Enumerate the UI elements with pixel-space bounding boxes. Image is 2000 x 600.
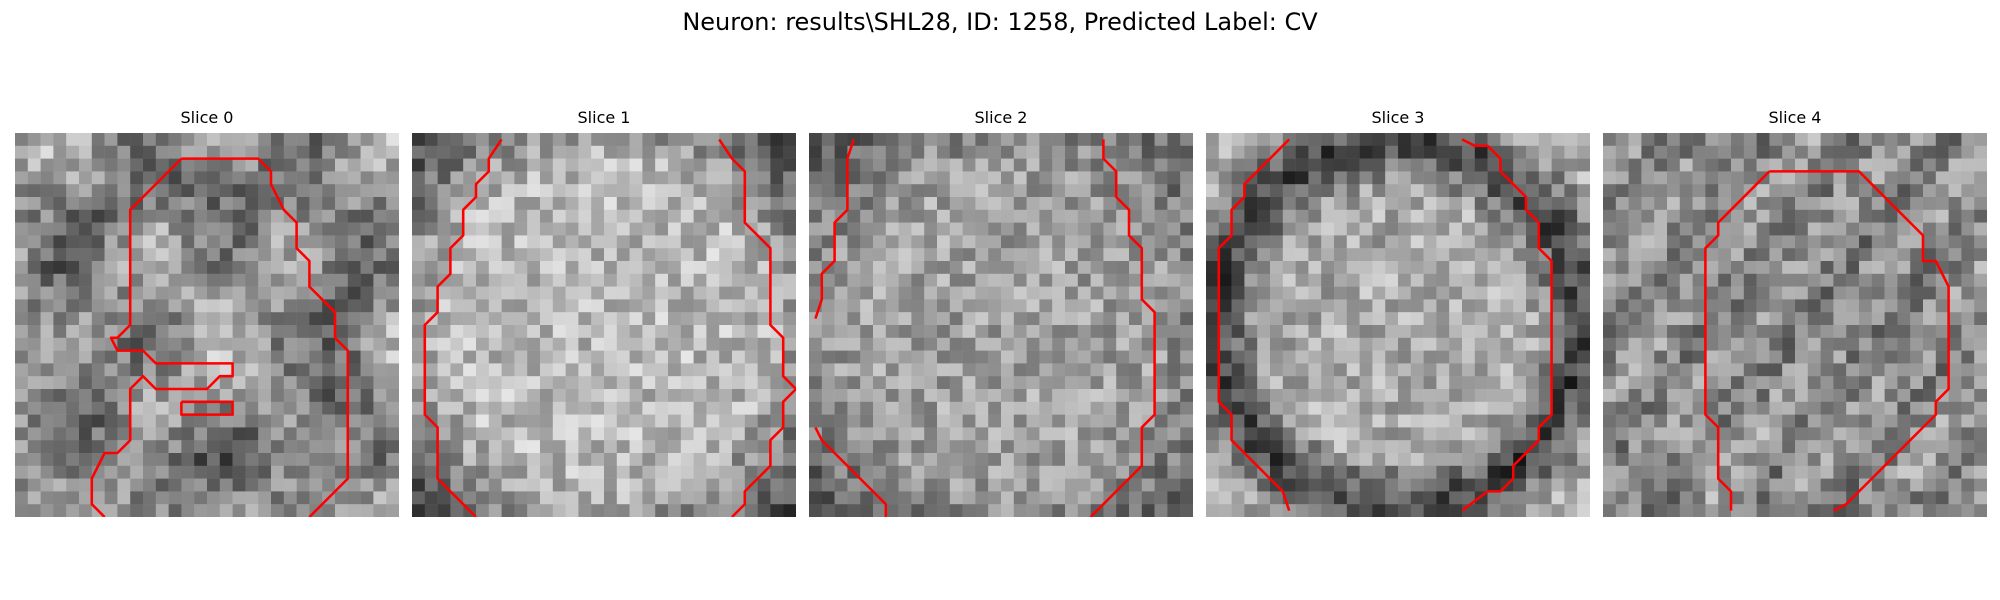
slice-title: Slice 1 [577,108,631,127]
slice-image-4 [1603,133,1987,517]
slice-panel-3: Slice 3 [1206,0,1590,600]
slice-panel-4: Slice 4 [1603,0,1987,600]
contour-overlay [814,138,1156,517]
contour-overlay [1704,170,1950,512]
slice-panel-0: Slice 0 [15,0,399,600]
contour-overlay [423,138,796,517]
figure-title: Neuron: results\SHL28, ID: 1258, Predict… [682,8,1318,36]
slice-title: Slice 2 [974,108,1028,127]
slice-panel-1: Slice 1 [412,0,796,600]
slice-title: Slice 4 [1768,108,1822,127]
contour-overlay [90,157,350,517]
slice-title: Slice 3 [1371,108,1425,127]
slice-image-3 [1206,133,1590,517]
slice-image-1 [412,133,796,517]
contour-overlay [1217,138,1553,512]
slice-title: Slice 0 [180,108,234,127]
slice-image-0 [15,133,399,517]
slice-image-2 [809,133,1193,517]
slice-panel-2: Slice 2 [809,0,1193,600]
